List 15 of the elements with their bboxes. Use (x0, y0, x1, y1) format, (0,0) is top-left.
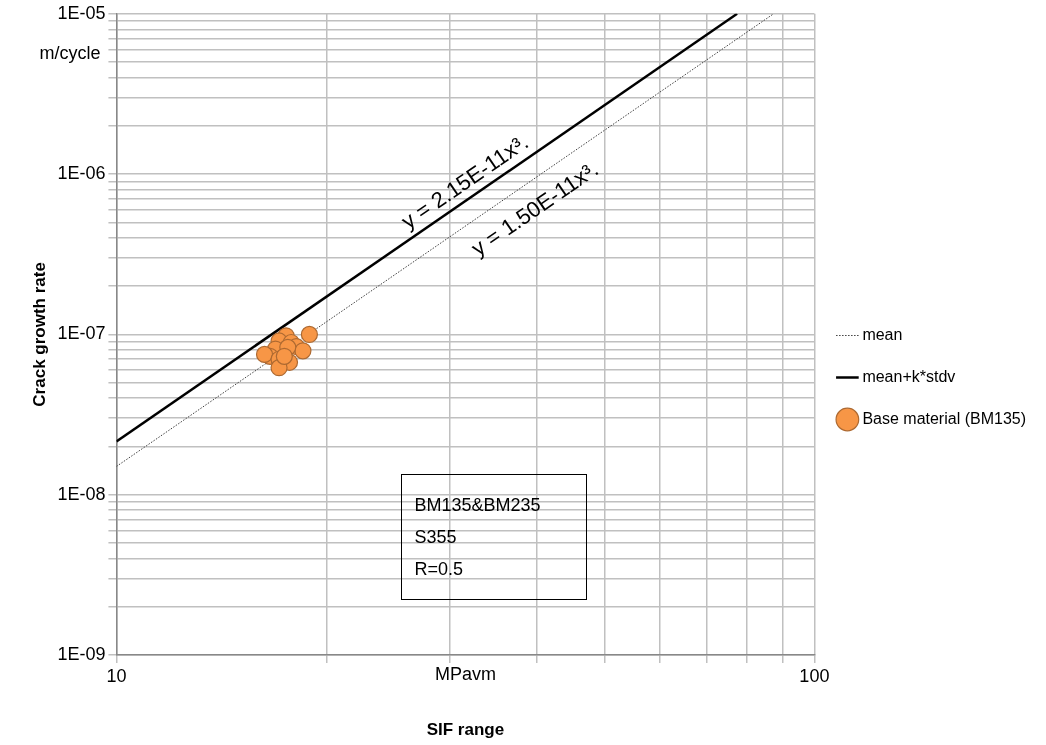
y-tick-label: 1E-05 (57, 2, 106, 23)
text: m/cycle (39, 42, 101, 63)
y-tick-label: 1E-08 (57, 483, 106, 504)
y-tick-label: 1E-07 (57, 323, 106, 344)
x-tick-label: 10 (106, 665, 127, 686)
legend-label: mean (862, 325, 903, 343)
text: MPavm (434, 663, 496, 684)
y-tick-label: 1E-09 (57, 643, 106, 664)
annotation: BM135&BM235 S355 R=0.5 (401, 473, 588, 600)
x-axis-title: SIF range (426, 720, 505, 740)
legend-label: Base material (BM135) (862, 409, 1027, 427)
x-tick-label: 100 (799, 665, 830, 686)
y-tick-label: 1E-06 (57, 163, 106, 184)
y-axis-title: Crack growth rate (29, 262, 49, 407)
legend-label: mean+k*stdv (862, 367, 956, 385)
